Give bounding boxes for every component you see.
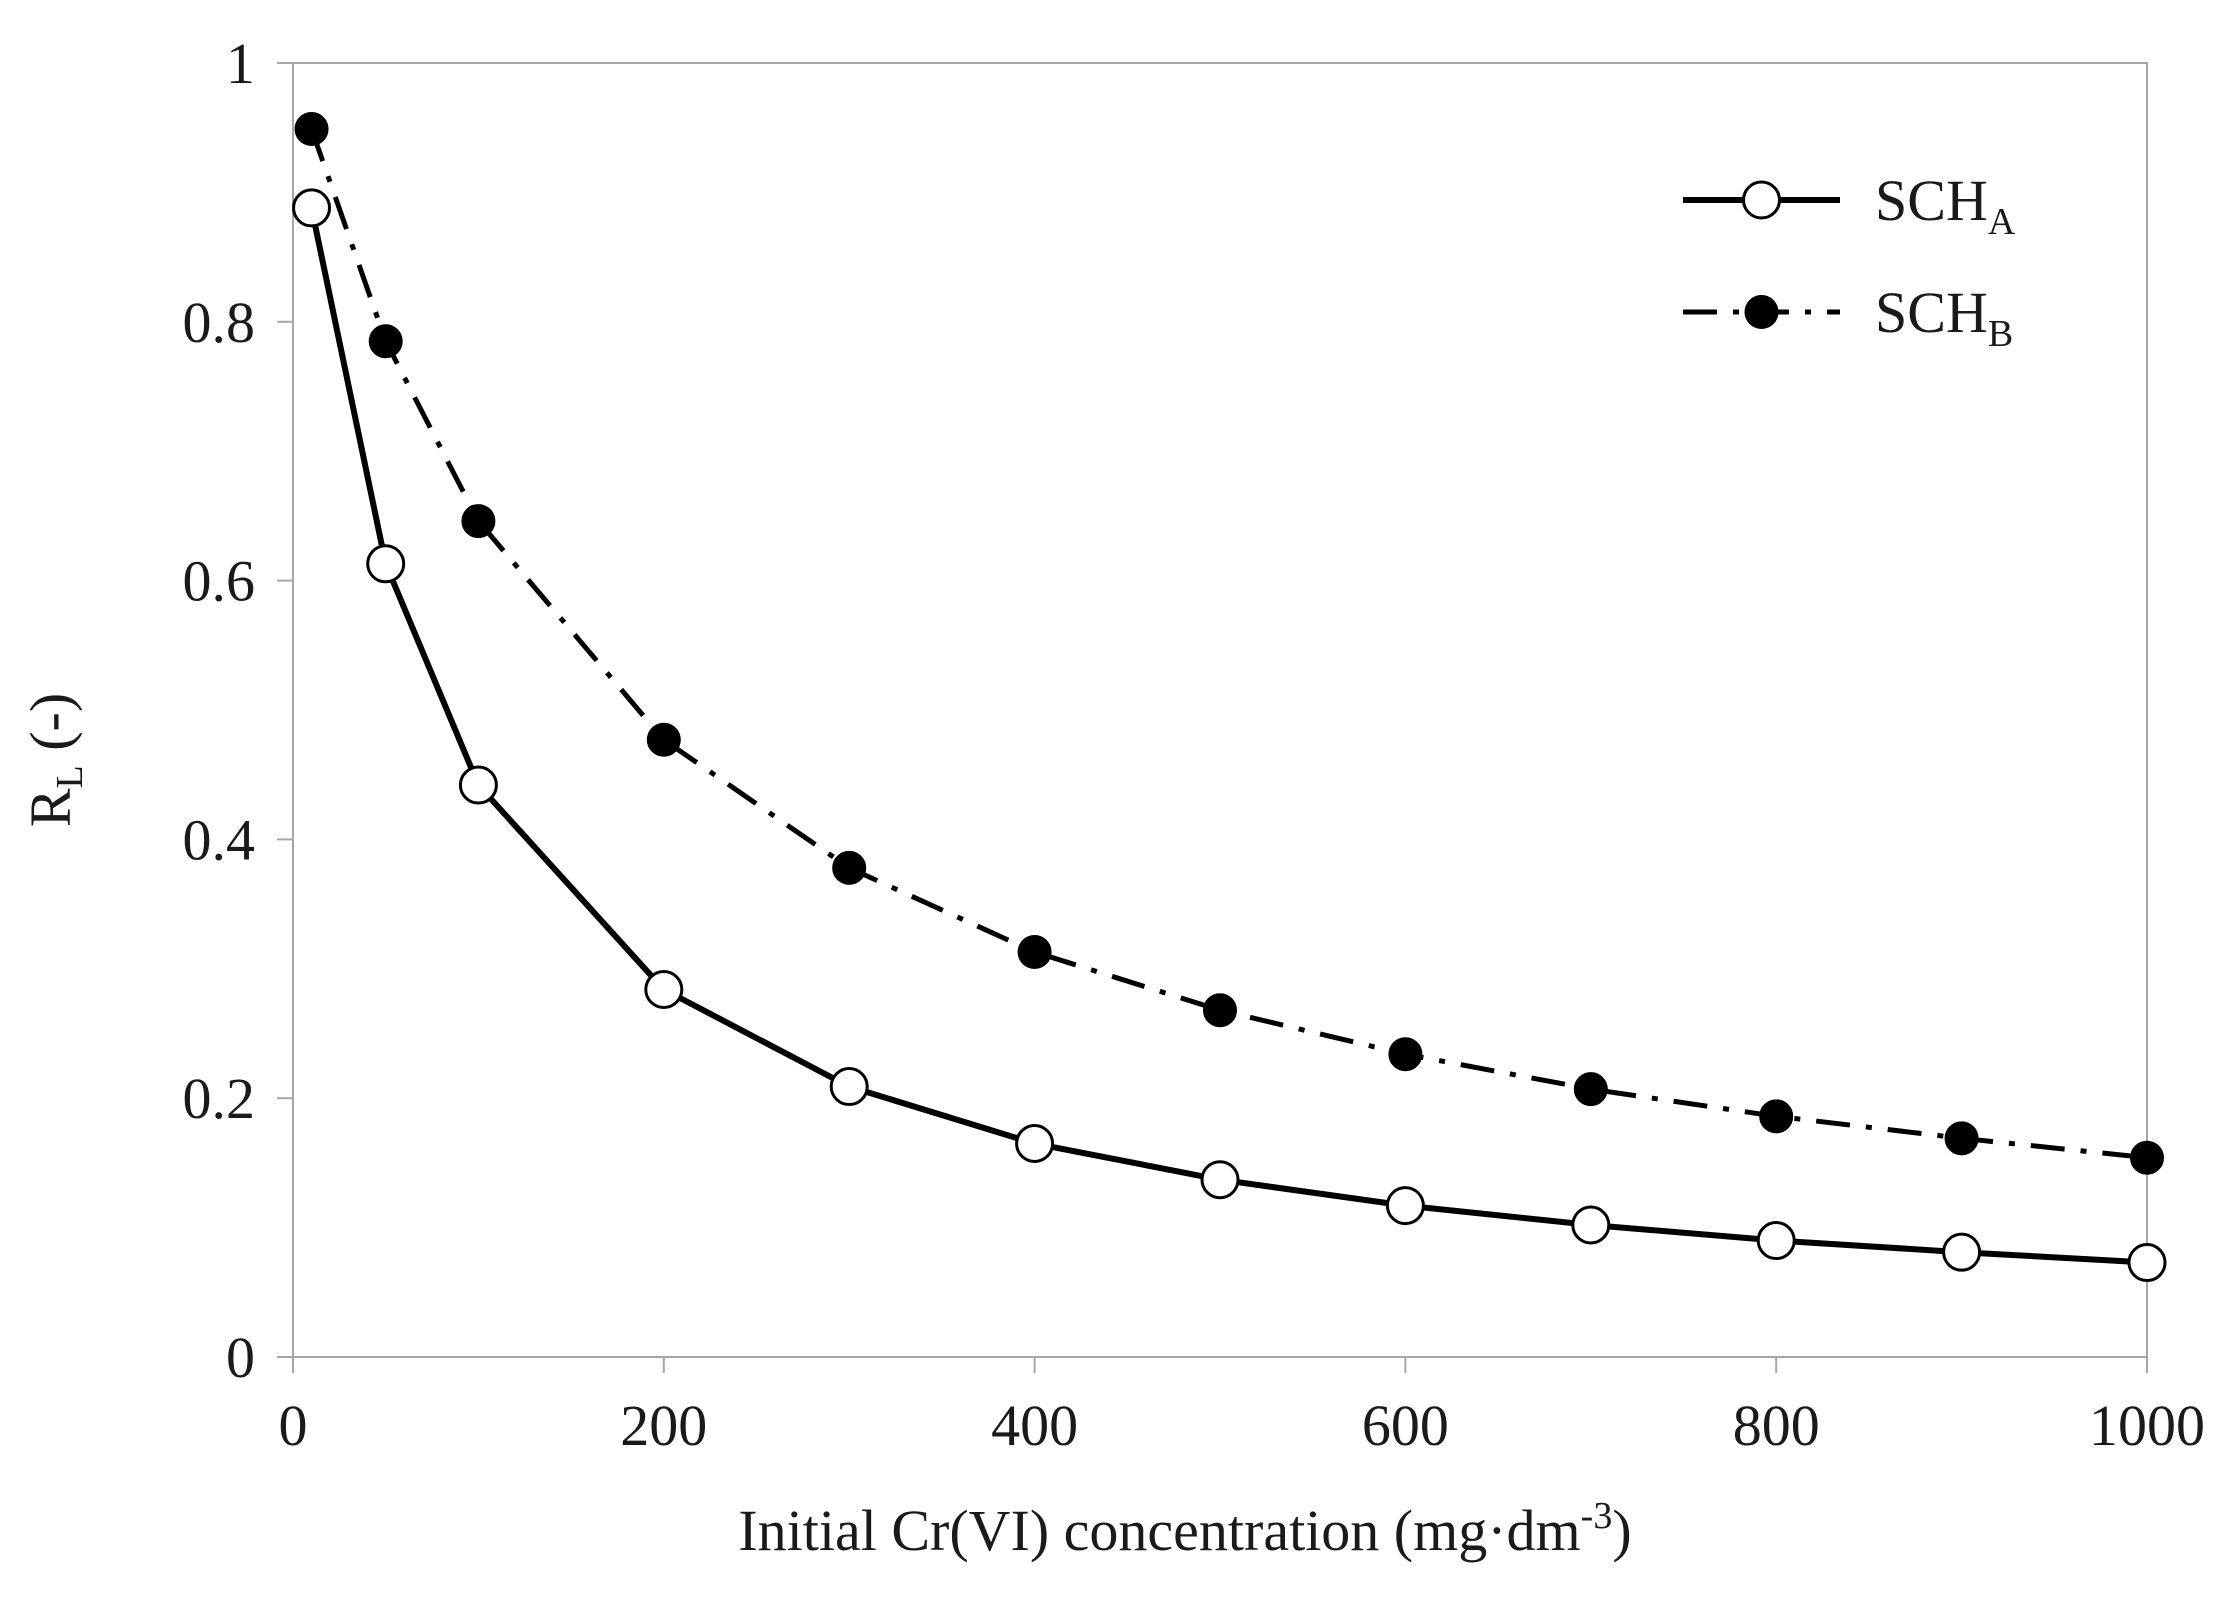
legend-label-main: SCH — [1875, 168, 1988, 233]
y-tick-label: 0 — [226, 1325, 255, 1390]
y-tick-label: 0.4 — [183, 807, 256, 872]
series-line-sch-a — [308, 207, 2148, 1266]
data-point-sch-a — [1200, 1160, 1240, 1200]
data-point-sch-b — [646, 722, 681, 757]
legend-marker-b — [1744, 295, 1779, 329]
x-axis-title-main: Initial Cr(VI) concentration (mg·dm — [738, 1498, 1580, 1563]
x-tick-label: 200 — [620, 1393, 707, 1458]
data-point-sch-a — [1385, 1186, 1425, 1226]
data-point-sch-b — [461, 504, 496, 539]
data-point-sch-a — [829, 1067, 869, 1107]
y-tick-label: 0.6 — [183, 549, 256, 614]
y-axis-title: RL (-) — [18, 693, 91, 827]
data-point-sch-b — [1944, 1121, 1979, 1156]
x-axis-ticks: 0 200 400 600 800 1000 — [279, 1357, 2205, 1458]
data-point-sch-b — [368, 324, 403, 359]
legend-label-subscript: B — [1988, 313, 2013, 355]
x-tick-label: 0 — [279, 1393, 308, 1458]
data-point-sch-a — [2127, 1243, 2167, 1283]
y-tick-label: 0.2 — [183, 1066, 256, 1131]
data-point-sch-a — [1756, 1221, 1796, 1261]
data-point-sch-a — [644, 970, 684, 1010]
legend-label-subscript: A — [1988, 201, 2016, 243]
data-point-sch-a — [1015, 1123, 1055, 1163]
y-axis-ticks: 0 0.2 0.4 0.6 0.8 1 — [183, 31, 293, 1390]
x-tick-label: 1000 — [2089, 1393, 2205, 1458]
x-tick-label: 400 — [991, 1393, 1078, 1458]
data-point-sch-b — [1759, 1099, 1794, 1134]
data-point-sch-b — [1573, 1072, 1608, 1107]
series-lines — [308, 128, 2148, 1266]
data-point-sch-b — [1203, 993, 1237, 1028]
legend-label-b: SCHB — [1875, 280, 2013, 355]
data-point-sch-a — [292, 188, 332, 228]
data-point-sch-b — [1017, 934, 1052, 969]
data-point-sch-a — [1571, 1205, 1611, 1245]
y-axis-title-main: R — [18, 788, 83, 827]
data-point-sch-b — [832, 850, 867, 885]
x-tick-label: 600 — [1362, 1393, 1449, 1458]
data-point-sch-a — [458, 765, 498, 805]
series-line-sch-b — [309, 128, 2148, 1161]
series-points — [292, 111, 2167, 1283]
legend-label-main: SCH — [1875, 280, 1988, 345]
legend-label-a: SCHA — [1875, 168, 2016, 243]
x-axis-title: Initial Cr(VI) concentration (mg·dm-3) — [738, 1495, 1631, 1563]
data-point-sch-b — [1388, 1037, 1423, 1072]
y-tick-label: 1 — [226, 31, 255, 96]
x-tick-label: 800 — [1733, 1393, 1820, 1458]
y-axis-title-rest: (-) — [18, 693, 83, 765]
data-point-sch-a — [1942, 1232, 1982, 1272]
x-axis-title-superscript: -3 — [1581, 1495, 1613, 1537]
data-point-sch-a — [366, 544, 406, 584]
plot-frame — [292, 62, 2148, 1358]
data-point-sch-b — [294, 111, 329, 146]
plot-border — [292, 62, 2148, 1358]
x-axis-title-close: ) — [1612, 1498, 1631, 1563]
y-axis-title-subscript: L — [49, 765, 91, 788]
data-point-sch-b — [2130, 1140, 2164, 1175]
y-tick-label: 0.8 — [183, 290, 256, 355]
legend-marker-a — [1742, 180, 1781, 220]
